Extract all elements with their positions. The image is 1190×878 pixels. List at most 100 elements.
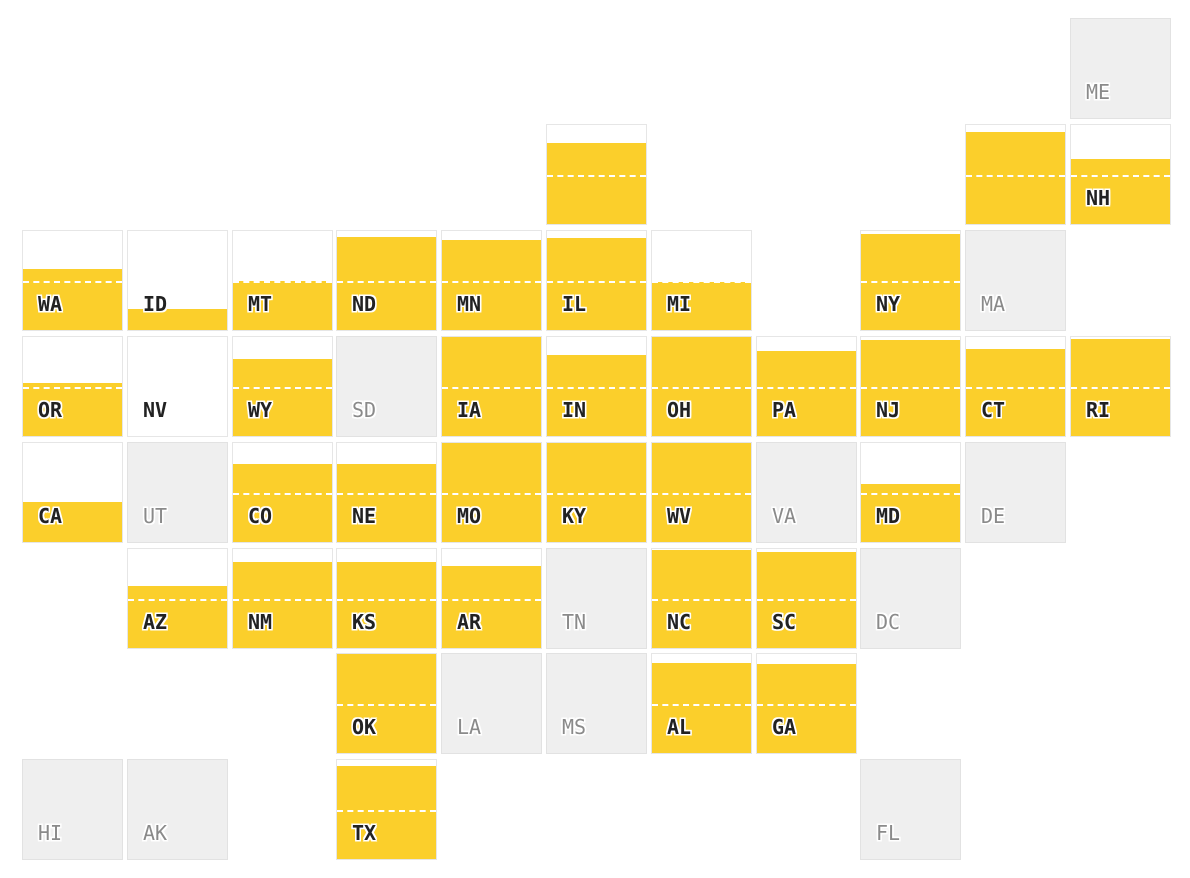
state-label: TX (352, 821, 377, 845)
state-tile-tn: TN (546, 548, 647, 649)
state-tile-ny: NY (860, 230, 961, 331)
state-tile-vt (965, 124, 1066, 225)
reference-line (547, 280, 646, 283)
state-tile-ut: UT (127, 442, 228, 543)
state-tile-pa: PA (756, 336, 857, 437)
state-label: LA (457, 715, 482, 739)
reference-line (652, 492, 751, 495)
state-tile-mn: MN (441, 230, 542, 331)
state-label: ME (1086, 80, 1111, 104)
state-label: SD (352, 398, 377, 422)
state-label: CT (981, 398, 1006, 422)
state-label: AK (143, 821, 168, 845)
state-tile-wi (546, 124, 647, 225)
state-fill-bar (23, 382, 122, 436)
state-label: FL (876, 821, 901, 845)
state-tile-ia: IA (441, 336, 542, 437)
state-label: NV (143, 398, 168, 422)
reference-line (337, 492, 436, 495)
state-fill-bar (1071, 158, 1170, 224)
reference-line (652, 598, 751, 601)
state-label: AR (457, 610, 482, 634)
state-tile-wa: WA (22, 230, 123, 331)
state-tile-md: MD (860, 442, 961, 543)
state-label: NH (1086, 186, 1111, 210)
state-label: AZ (143, 610, 168, 634)
reference-line (128, 598, 227, 601)
state-label: MT (248, 292, 273, 316)
reference-line (337, 809, 436, 812)
state-tile-la: LA (441, 653, 542, 754)
state-label: CA (38, 504, 63, 528)
state-tile-mo: MO (441, 442, 542, 543)
reference-line (1071, 386, 1170, 389)
state-tile-ky: KY (546, 442, 647, 543)
state-fill-bar (652, 662, 751, 753)
state-label: OK (352, 715, 377, 739)
state-label: PA (772, 398, 797, 422)
state-label: OH (667, 398, 692, 422)
state-fill-bar (23, 502, 122, 542)
reference-line (652, 280, 751, 283)
state-tile-ks: KS (336, 548, 437, 649)
state-fill-bar (23, 268, 122, 330)
state-fill-bar (966, 131, 1065, 224)
state-fill-bar (337, 765, 436, 859)
state-label: AL (667, 715, 692, 739)
state-fill-bar (337, 236, 436, 330)
state-label: UT (143, 504, 168, 528)
state-label: MS (562, 715, 587, 739)
state-fill-bar (128, 585, 227, 648)
state-tile-ct: CT (965, 336, 1066, 437)
state-tile-ar: AR (441, 548, 542, 649)
state-label: GA (772, 715, 797, 739)
state-fill-bar (547, 354, 646, 436)
state-tile-wy: WY (232, 336, 333, 437)
state-tile-in: IN (546, 336, 647, 437)
state-tile-nh: NH (1070, 124, 1171, 225)
state-tile-id: ID (127, 230, 228, 331)
state-label: DC (876, 610, 901, 634)
reference-line (128, 386, 227, 389)
reference-line (233, 598, 332, 601)
state-label: DE (981, 504, 1006, 528)
state-tile-mt: MT (232, 230, 333, 331)
state-label: ID (143, 292, 168, 316)
reference-line (337, 280, 436, 283)
state-label: IN (562, 398, 587, 422)
state-fill-bar (652, 282, 751, 330)
state-label: MN (457, 292, 482, 316)
reference-line (442, 598, 541, 601)
state-tile-dc: DC (860, 548, 961, 649)
reference-line (757, 598, 856, 601)
reference-line (23, 280, 122, 283)
reference-line (547, 174, 646, 177)
reference-line (966, 386, 1065, 389)
state-tile-ma: MA (965, 230, 1066, 331)
state-label: HI (38, 821, 63, 845)
reference-line (23, 386, 122, 389)
reference-line (757, 386, 856, 389)
state-label: MI (667, 292, 692, 316)
state-tile-me: ME (1070, 18, 1171, 119)
state-fill-bar (233, 561, 332, 648)
state-fill-bar (128, 309, 227, 330)
reference-line (233, 280, 332, 283)
reference-line (233, 492, 332, 495)
state-label: RI (1086, 398, 1111, 422)
reference-line (337, 703, 436, 706)
state-tile-az: AZ (127, 548, 228, 649)
state-label: NJ (876, 398, 901, 422)
state-label: KS (352, 610, 377, 634)
state-fill-bar (337, 463, 436, 542)
state-tile-oh: OH (651, 336, 752, 437)
state-tile-va: VA (756, 442, 857, 543)
state-tile-de: DE (965, 442, 1066, 543)
state-tile-fl: FL (860, 759, 961, 860)
state-label: WV (667, 504, 692, 528)
state-fill-bar (547, 237, 646, 330)
state-label: MA (981, 292, 1006, 316)
state-fill-bar (233, 280, 332, 330)
state-tile-nc: NC (651, 548, 752, 649)
